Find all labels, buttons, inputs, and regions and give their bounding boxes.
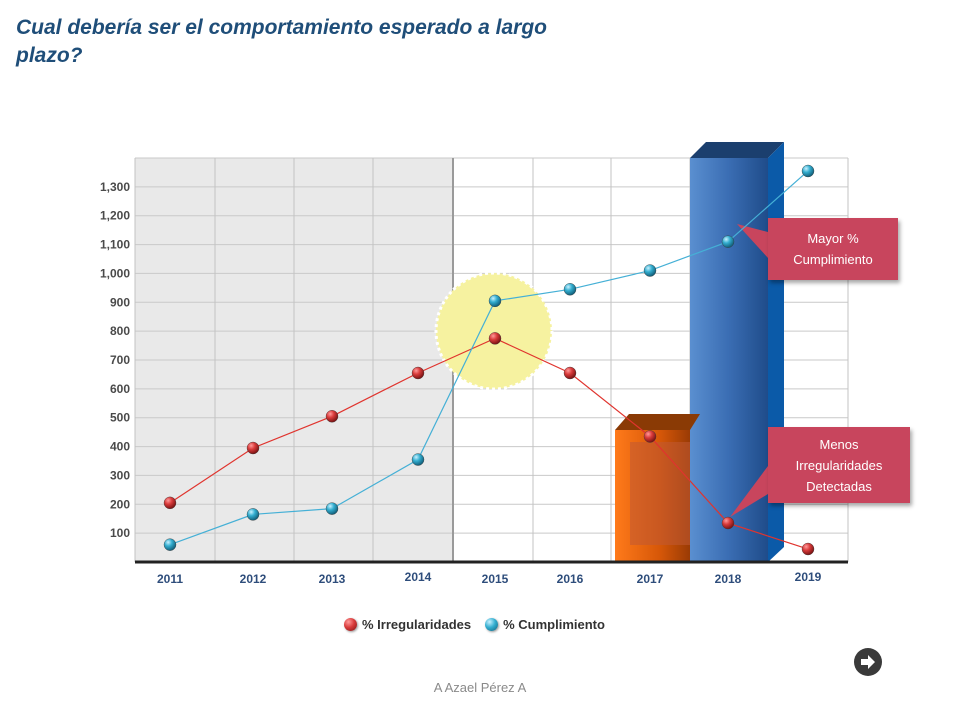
y-tick-label: 1,100: [100, 238, 130, 252]
callout-menos-irregularidades: Menos Irregularidades Detectadas: [768, 427, 910, 503]
y-tick-label: 700: [110, 353, 130, 367]
y-tick-label: 800: [110, 324, 130, 338]
x-tick-label: 2016: [557, 572, 584, 586]
y-tick-label: 900: [110, 295, 130, 309]
legend-item-cumplimiento: % Cumplimiento: [485, 617, 605, 632]
y-tick-label: 500: [110, 411, 130, 425]
callout-mayor-cumplimiento: Mayor % Cumplimiento: [768, 218, 898, 280]
data-point: [246, 508, 260, 521]
y-tick-label: 200: [110, 497, 130, 511]
data-point: [801, 164, 815, 178]
data-point: [411, 366, 425, 380]
chart-legend: % Irregularidades % Cumplimiento: [344, 617, 605, 632]
page-title: Cual debería ser el comportamiento esper…: [16, 16, 547, 67]
x-tick-label: 2012: [240, 572, 267, 586]
legend-item-irregularidades: % Irregularidades: [344, 617, 471, 632]
circle-arrow-right-icon: [855, 649, 881, 675]
footer-author: A Azael Pérez A: [433, 680, 527, 695]
data-point: [563, 283, 577, 296]
data-point: [325, 502, 339, 515]
data-point: [325, 410, 339, 423]
x-axis: 2011 2012 2013 2014 2015 2016 2017 2018 2019: [157, 570, 822, 586]
next-slide-button[interactable]: [854, 648, 882, 676]
x-tick-label: 2018: [715, 572, 742, 586]
y-tick-label: 300: [110, 468, 130, 482]
callout-pointer-top: [737, 224, 768, 258]
callout-text: Menos Irregularidades Detectadas: [795, 436, 883, 494]
x-tick-label: 2011: [157, 572, 183, 586]
y-tick-label: 400: [110, 440, 130, 454]
x-tick-label: 2014: [405, 570, 432, 584]
data-point: [246, 441, 260, 455]
data-point: [488, 332, 502, 345]
red-dot-icon: [344, 618, 357, 631]
x-tick-label: 2017: [637, 572, 664, 586]
data-point: [721, 235, 735, 248]
data-point: [801, 542, 815, 556]
data-point: [488, 294, 502, 308]
data-point: [643, 430, 657, 443]
callout-pointer-bottom: [730, 466, 768, 517]
y-tick-label: 1,300: [100, 180, 130, 194]
data-point: [163, 538, 177, 551]
y-tick-label: 100: [110, 526, 130, 540]
y-tick-label: 1,000: [100, 266, 130, 280]
x-tick-label: 2013: [319, 572, 346, 586]
data-point: [163, 496, 177, 510]
y-tick-label: 1,200: [100, 209, 130, 223]
data-point: [721, 516, 735, 530]
blue-dot-icon: [485, 618, 499, 631]
y-axis: 100 200 300 400 500 600 700 800 900 1,000 1,100 1,2…: [100, 180, 130, 540]
x-tick-label: 2019: [795, 570, 822, 584]
x-tick-label: 2015: [482, 572, 509, 586]
data-point: [563, 366, 577, 380]
legend-label: % Cumplimiento: [503, 617, 605, 632]
highlight-circle: [434, 271, 554, 391]
callout-text: Mayor % Cumplimiento: [793, 231, 873, 267]
legend-label: % Irregularidades: [362, 617, 472, 632]
series-group: [163, 164, 815, 556]
y-tick-label: 600: [110, 382, 130, 396]
orange-3d-bar: [615, 414, 700, 562]
data-point: [643, 264, 657, 277]
data-point: [411, 453, 425, 466]
